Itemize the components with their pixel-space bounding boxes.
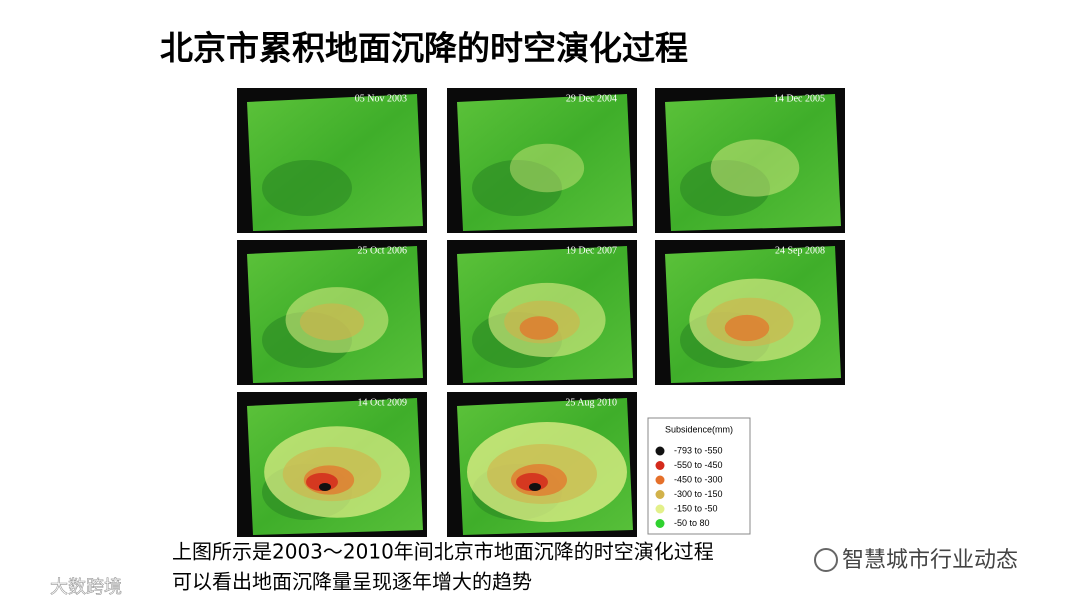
dark-area: [262, 160, 352, 216]
legend-label: -550 to -450: [674, 460, 723, 470]
legend-title: Subsidence(mm): [665, 424, 733, 434]
map-panel: 24 Sep 2008: [655, 240, 845, 385]
legend-swatch: [655, 446, 665, 456]
map-panel: 25 Aug 2010: [447, 392, 637, 537]
dark-area: [472, 160, 562, 216]
legend-label: -50 to 80: [674, 518, 710, 528]
subsidence-zone: [519, 316, 559, 340]
legend-swatch: [655, 475, 665, 485]
panel-date: 14 Oct 2009: [358, 397, 407, 408]
subsidence-zone: [529, 483, 541, 491]
map-panel: 25 Oct 2006: [237, 240, 427, 385]
panel-grid: 05 Nov 2003 29 Dec 2004 14 Dec 2005 25 Oct …: [237, 88, 845, 537]
legend-swatch: [655, 461, 665, 470]
legend-label: -450 to -300: [674, 474, 723, 484]
subsidence-zone: [509, 143, 585, 193]
watermark: 智慧城市行业动态: [842, 548, 1018, 573]
legend-label: -793 to -550: [674, 445, 723, 455]
watermark: 大数跨境: [50, 577, 122, 598]
panel-date: 14 Dec 2005: [774, 93, 825, 104]
caption-line: 可以看出地面沉降量呈现逐年增大的趋势: [172, 570, 532, 594]
title: 北京市累积地面沉降的时空演化过程: [160, 29, 688, 68]
legend-label: -150 to -50: [674, 503, 718, 513]
subsidence-zone: [724, 314, 770, 342]
panel-date: 29 Dec 2004: [566, 93, 617, 104]
subsidence-zone: [710, 139, 800, 197]
map-panel: 14 Dec 2005: [655, 88, 845, 233]
panel-date: 24 Sep 2008: [775, 245, 825, 256]
panel-date: 25 Aug 2010: [565, 397, 617, 408]
legend-swatch: [655, 519, 665, 528]
map-panel: 14 Oct 2009: [237, 392, 427, 537]
caption-line: 上图所示是2003～2010年间北京市地面沉降的时空演化过程: [172, 540, 714, 564]
panel-date: 19 Dec 2007: [566, 245, 617, 256]
legend-swatch: [655, 504, 665, 514]
subsidence-zone: [299, 303, 365, 341]
subsidence-zone: [319, 483, 331, 491]
map-panel: 05 Nov 2003: [237, 88, 427, 233]
panel-date: 25 Oct 2006: [358, 245, 407, 256]
watermark-icon: [814, 548, 838, 572]
legend-box: [647, 417, 751, 535]
legend-swatch: [655, 490, 665, 499]
legend-label: -300 to -150: [674, 489, 723, 499]
map-area: [247, 94, 423, 231]
legend: -793 to -550 -550 to -450 -450 to -300 -300…: [655, 445, 723, 528]
dark-area: [680, 160, 770, 216]
map-panel: 19 Dec 2007: [447, 240, 637, 385]
map-panel: 29 Dec 2004: [447, 88, 637, 233]
panel-date: 05 Nov 2003: [355, 93, 407, 104]
